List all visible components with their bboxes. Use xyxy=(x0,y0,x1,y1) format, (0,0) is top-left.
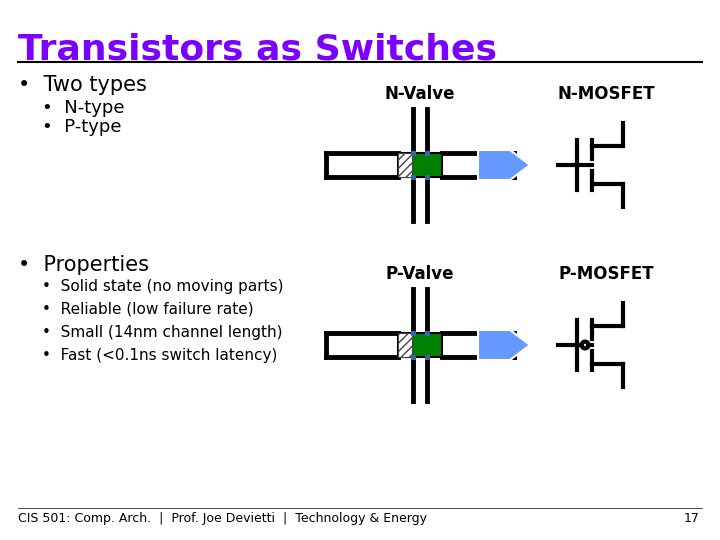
Bar xyxy=(398,333,442,357)
Text: •  N-type: • N-type xyxy=(42,99,125,117)
Text: •  P-type: • P-type xyxy=(42,118,122,136)
Bar xyxy=(398,333,413,357)
Bar xyxy=(426,174,431,179)
Text: 17: 17 xyxy=(684,512,700,525)
Bar xyxy=(411,330,416,335)
Bar xyxy=(398,153,442,177)
Text: •  Fast (<0.1ns switch latency): • Fast (<0.1ns switch latency) xyxy=(42,348,277,363)
Text: •  Two types: • Two types xyxy=(18,75,147,95)
Text: •  Small (14nm channel length): • Small (14nm channel length) xyxy=(42,325,282,340)
Text: N-Valve: N-Valve xyxy=(384,85,455,103)
Text: •  Solid state (no moving parts): • Solid state (no moving parts) xyxy=(42,279,284,294)
Bar xyxy=(411,151,416,156)
Bar xyxy=(398,153,413,177)
Text: Transistors as Switches: Transistors as Switches xyxy=(18,32,497,66)
Text: CIS 501: Comp. Arch.  |  Prof. Joe Devietti  |  Technology & Energy: CIS 501: Comp. Arch. | Prof. Joe Deviett… xyxy=(18,512,427,525)
Bar xyxy=(426,354,431,360)
Text: •  Properties: • Properties xyxy=(18,255,149,275)
Text: P-MOSFET: P-MOSFET xyxy=(558,265,654,283)
Text: P-Valve: P-Valve xyxy=(386,265,454,283)
FancyArrow shape xyxy=(478,150,530,180)
Bar xyxy=(411,174,416,179)
Bar xyxy=(411,354,416,360)
Bar xyxy=(426,151,431,156)
Bar xyxy=(426,330,431,335)
FancyArrow shape xyxy=(478,330,530,360)
Text: N-MOSFET: N-MOSFET xyxy=(557,85,654,103)
Text: •  Reliable (low failure rate): • Reliable (low failure rate) xyxy=(42,302,253,317)
